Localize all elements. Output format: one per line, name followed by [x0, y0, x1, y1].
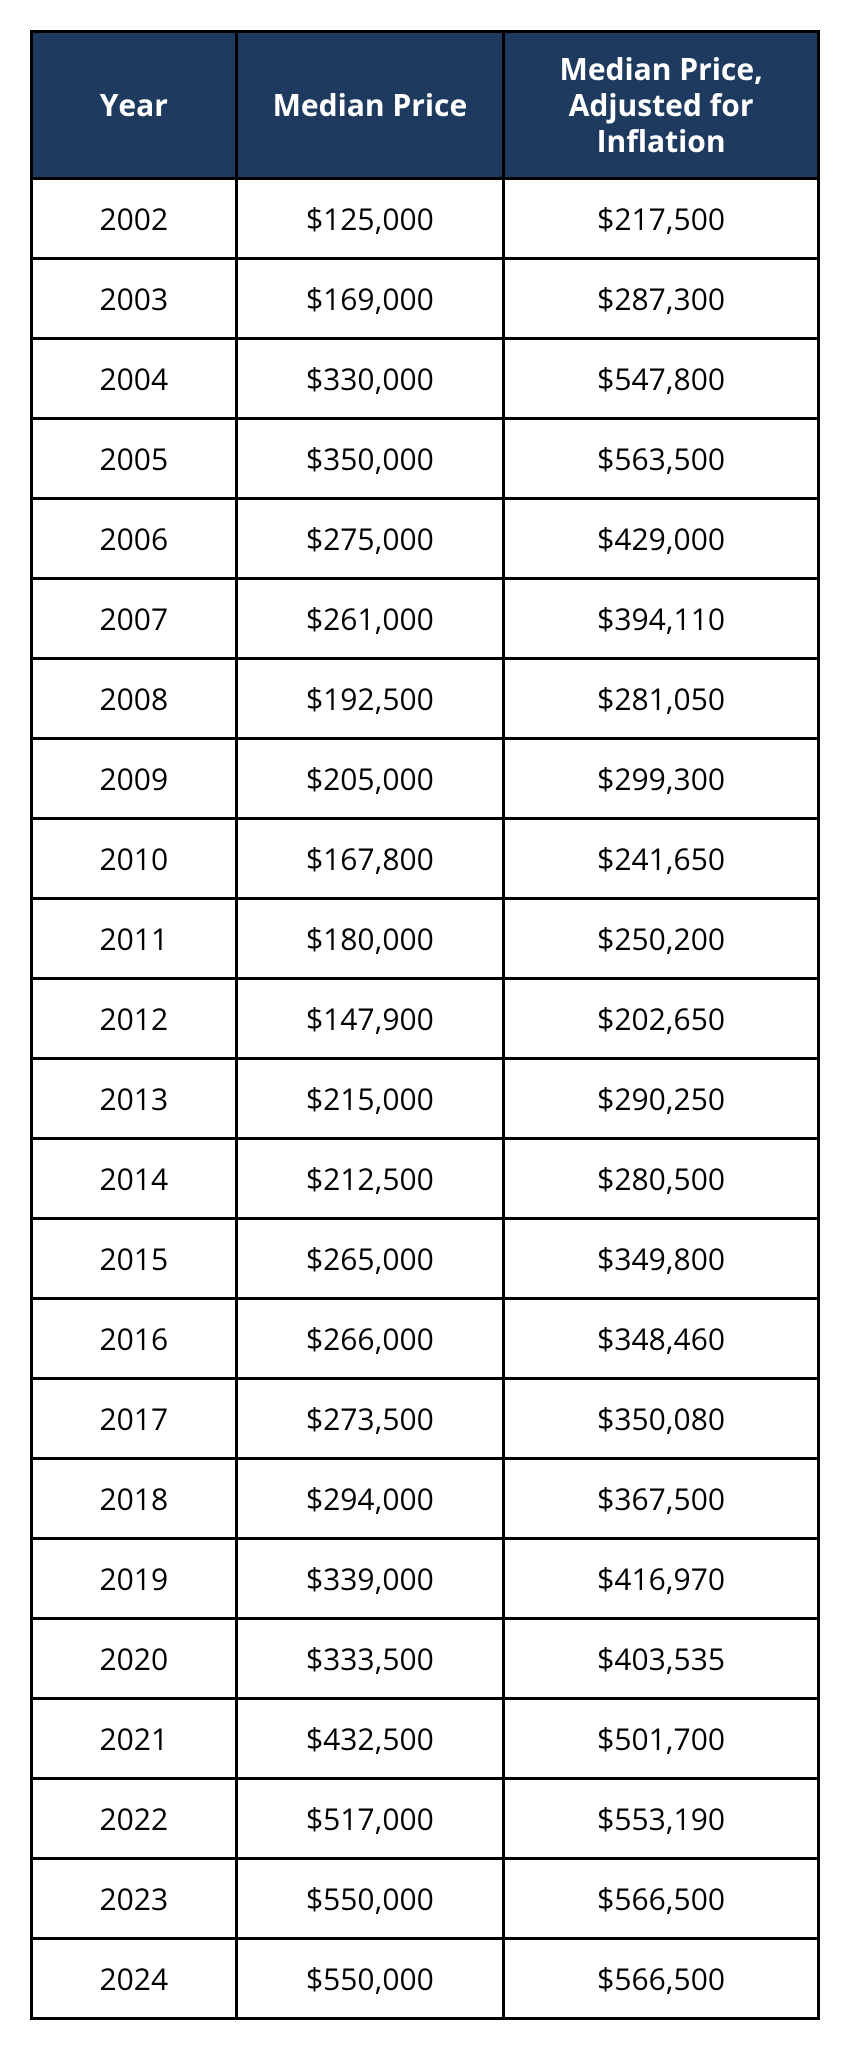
cell-adjusted-price: $563,500: [504, 419, 819, 499]
cell-adjusted-price: $290,250: [504, 1059, 819, 1139]
cell-year: 2022: [32, 1779, 237, 1859]
cell-adjusted-price: $299,300: [504, 739, 819, 819]
table-header-row: Year Median Price Median Price, Adjusted…: [32, 32, 819, 179]
cell-year: 2016: [32, 1299, 237, 1379]
table-row: 2008$192,500$281,050: [32, 659, 819, 739]
cell-median-price: $330,000: [236, 339, 504, 419]
cell-adjusted-price: $429,000: [504, 499, 819, 579]
cell-year: 2004: [32, 339, 237, 419]
cell-adjusted-price: $547,800: [504, 339, 819, 419]
cell-year: 2010: [32, 819, 237, 899]
cell-adjusted-price: $566,500: [504, 1939, 819, 2019]
table-row: 2006$275,000$429,000: [32, 499, 819, 579]
cell-year: 2021: [32, 1699, 237, 1779]
cell-median-price: $167,800: [236, 819, 504, 899]
cell-adjusted-price: $501,700: [504, 1699, 819, 1779]
table-row: 2004$330,000$547,800: [32, 339, 819, 419]
cell-median-price: $517,000: [236, 1779, 504, 1859]
table-row: 2015$265,000$349,800: [32, 1219, 819, 1299]
cell-adjusted-price: $250,200: [504, 899, 819, 979]
cell-median-price: $180,000: [236, 899, 504, 979]
cell-year: 2005: [32, 419, 237, 499]
cell-adjusted-price: $349,800: [504, 1219, 819, 1299]
cell-adjusted-price: $416,970: [504, 1539, 819, 1619]
cell-adjusted-price: $394,110: [504, 579, 819, 659]
table-row: 2011$180,000$250,200: [32, 899, 819, 979]
cell-year: 2023: [32, 1859, 237, 1939]
cell-year: 2019: [32, 1539, 237, 1619]
cell-median-price: $550,000: [236, 1859, 504, 1939]
cell-adjusted-price: $348,460: [504, 1299, 819, 1379]
cell-median-price: $212,500: [236, 1139, 504, 1219]
cell-median-price: $432,500: [236, 1699, 504, 1779]
col-header-adjusted-price: Median Price, Adjusted for Inflation: [504, 32, 819, 179]
cell-median-price: $275,000: [236, 499, 504, 579]
table-row: 2018$294,000$367,500: [32, 1459, 819, 1539]
cell-adjusted-price: $367,500: [504, 1459, 819, 1539]
table-body: 2002$125,000$217,500 2003$169,000$287,30…: [32, 179, 819, 2019]
cell-adjusted-price: $350,080: [504, 1379, 819, 1459]
cell-median-price: $350,000: [236, 419, 504, 499]
table-row: 2007$261,000$394,110: [32, 579, 819, 659]
cell-adjusted-price: $202,650: [504, 979, 819, 1059]
cell-median-price: $125,000: [236, 179, 504, 259]
table-row: 2022$517,000$553,190: [32, 1779, 819, 1859]
cell-adjusted-price: $287,300: [504, 259, 819, 339]
cell-year: 2006: [32, 499, 237, 579]
cell-median-price: $273,500: [236, 1379, 504, 1459]
table-row: 2013$215,000$290,250: [32, 1059, 819, 1139]
table-row: 2016$266,000$348,460: [32, 1299, 819, 1379]
table-row: 2024$550,000$566,500: [32, 1939, 819, 2019]
table-row: 2017$273,500$350,080: [32, 1379, 819, 1459]
table-row: 2014$212,500$280,500: [32, 1139, 819, 1219]
cell-year: 2017: [32, 1379, 237, 1459]
table-row: 2020$333,500$403,535: [32, 1619, 819, 1699]
cell-median-price: $550,000: [236, 1939, 504, 2019]
table-row: 2005$350,000$563,500: [32, 419, 819, 499]
table-row: 2021$432,500$501,700: [32, 1699, 819, 1779]
cell-median-price: $169,000: [236, 259, 504, 339]
cell-year: 2013: [32, 1059, 237, 1139]
cell-year: 2007: [32, 579, 237, 659]
table-row: 2012$147,900$202,650: [32, 979, 819, 1059]
cell-adjusted-price: $280,500: [504, 1139, 819, 1219]
cell-year: 2012: [32, 979, 237, 1059]
cell-median-price: $261,000: [236, 579, 504, 659]
table-row: 2003$169,000$287,300: [32, 259, 819, 339]
cell-median-price: $192,500: [236, 659, 504, 739]
cell-median-price: $215,000: [236, 1059, 504, 1139]
cell-year: 2024: [32, 1939, 237, 2019]
cell-median-price: $266,000: [236, 1299, 504, 1379]
cell-adjusted-price: $403,535: [504, 1619, 819, 1699]
cell-adjusted-price: $241,650: [504, 819, 819, 899]
table-row: 2002$125,000$217,500: [32, 179, 819, 259]
cell-year: 2011: [32, 899, 237, 979]
table-row: 2010$167,800$241,650: [32, 819, 819, 899]
col-header-year: Year: [32, 32, 237, 179]
cell-year: 2009: [32, 739, 237, 819]
cell-adjusted-price: $553,190: [504, 1779, 819, 1859]
cell-median-price: $147,900: [236, 979, 504, 1059]
cell-adjusted-price: $566,500: [504, 1859, 819, 1939]
cell-median-price: $339,000: [236, 1539, 504, 1619]
cell-year: 2003: [32, 259, 237, 339]
col-header-median-price: Median Price: [236, 32, 504, 179]
cell-year: 2008: [32, 659, 237, 739]
table-row: 2009$205,000$299,300: [32, 739, 819, 819]
cell-year: 2020: [32, 1619, 237, 1699]
cell-adjusted-price: $217,500: [504, 179, 819, 259]
cell-adjusted-price: $281,050: [504, 659, 819, 739]
cell-median-price: $294,000: [236, 1459, 504, 1539]
cell-year: 2002: [32, 179, 237, 259]
cell-median-price: $265,000: [236, 1219, 504, 1299]
price-table: Year Median Price Median Price, Adjusted…: [30, 30, 820, 2020]
table-row: 2023$550,000$566,500: [32, 1859, 819, 1939]
cell-median-price: $205,000: [236, 739, 504, 819]
cell-year: 2014: [32, 1139, 237, 1219]
cell-year: 2018: [32, 1459, 237, 1539]
table-row: 2019$339,000$416,970: [32, 1539, 819, 1619]
cell-year: 2015: [32, 1219, 237, 1299]
cell-median-price: $333,500: [236, 1619, 504, 1699]
